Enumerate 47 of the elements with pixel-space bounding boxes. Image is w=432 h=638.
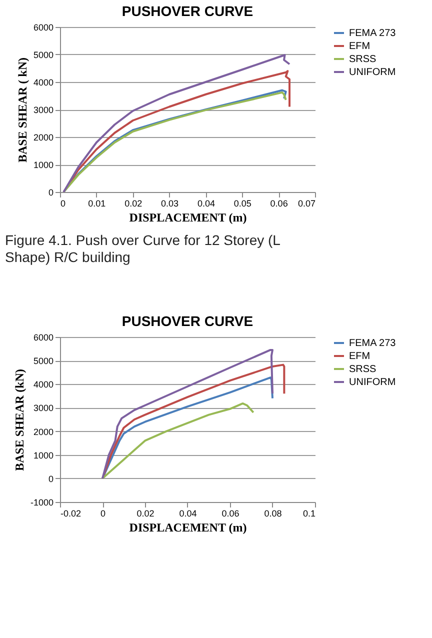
y-tick-label: 6000 (33, 332, 54, 342)
x-tick-label: 0.06 (270, 198, 288, 208)
y-tick-label: 5000 (33, 356, 54, 366)
legend-label: UNIFORM (349, 67, 396, 78)
x-tick-label: 0.04 (179, 508, 197, 518)
y-tick-label: 2000 (33, 132, 54, 142)
y-tick-label: 6000 (33, 22, 54, 32)
x-tick-label: 0 (100, 508, 106, 518)
x-tick-label: 0.05 (234, 198, 252, 208)
x-axis-title: DISPLACEMENT (m) (129, 210, 247, 224)
x-tick-label: 0.1 (302, 508, 316, 518)
x-tick-label: 0.02 (124, 198, 142, 208)
legend-label: EFM (349, 351, 370, 362)
x-tick-label: 0.08 (264, 508, 282, 518)
y-tick-label: 3000 (33, 105, 54, 115)
legend-label: FEMA 273 (349, 338, 396, 349)
x-tick-label: 0 (60, 198, 66, 208)
x-tick-label: 0.03 (161, 198, 179, 208)
y-tick-label: 1000 (33, 450, 54, 460)
y-tick-label: 3000 (33, 403, 54, 414)
x-tick-label: 0.01 (88, 198, 106, 208)
x-tick-label: 0.07 (298, 198, 316, 208)
legend-label: UNIFORM (349, 377, 396, 388)
caption: Figure 4.1. Push over Curve for 12 Storey (L Shape) R/C building (5, 232, 281, 265)
y-tick-label: -1000 (30, 498, 54, 508)
y-tick-label: 4000 (33, 78, 54, 88)
line-series (102, 348, 274, 480)
x-tick-label: -0.02 (60, 508, 82, 518)
y-axis-title: BASE SHEAR (kN) (12, 368, 26, 472)
y-tick-label: 4000 (33, 380, 54, 390)
y-tick-label: 5000 (33, 50, 54, 60)
y-tick-label: 0 (48, 474, 54, 484)
y-tick-label: 2000 (33, 426, 54, 437)
legend-label: SRSS (349, 364, 377, 375)
legend-label: EFM (349, 41, 370, 52)
y-axis-title: BASE SHEAR ( kN) (15, 57, 30, 163)
x-axis-title: DISPLACEMENT (m) (129, 520, 247, 534)
y-tick-label: 1000 (33, 160, 54, 170)
chart-title: PUSHOVER CURVE (122, 313, 254, 329)
line-series (102, 402, 254, 480)
x-tick-label: 0.04 (197, 198, 215, 208)
legend-label: FEMA 273 (349, 28, 396, 39)
chart-title: PUSHOVER CURVE (122, 3, 254, 19)
legend-label: SRSS (349, 54, 377, 65)
x-tick-label: 0.06 (222, 508, 240, 518)
x-tick-label: 0.02 (136, 508, 154, 518)
y-tick-label: 0 (48, 188, 54, 198)
